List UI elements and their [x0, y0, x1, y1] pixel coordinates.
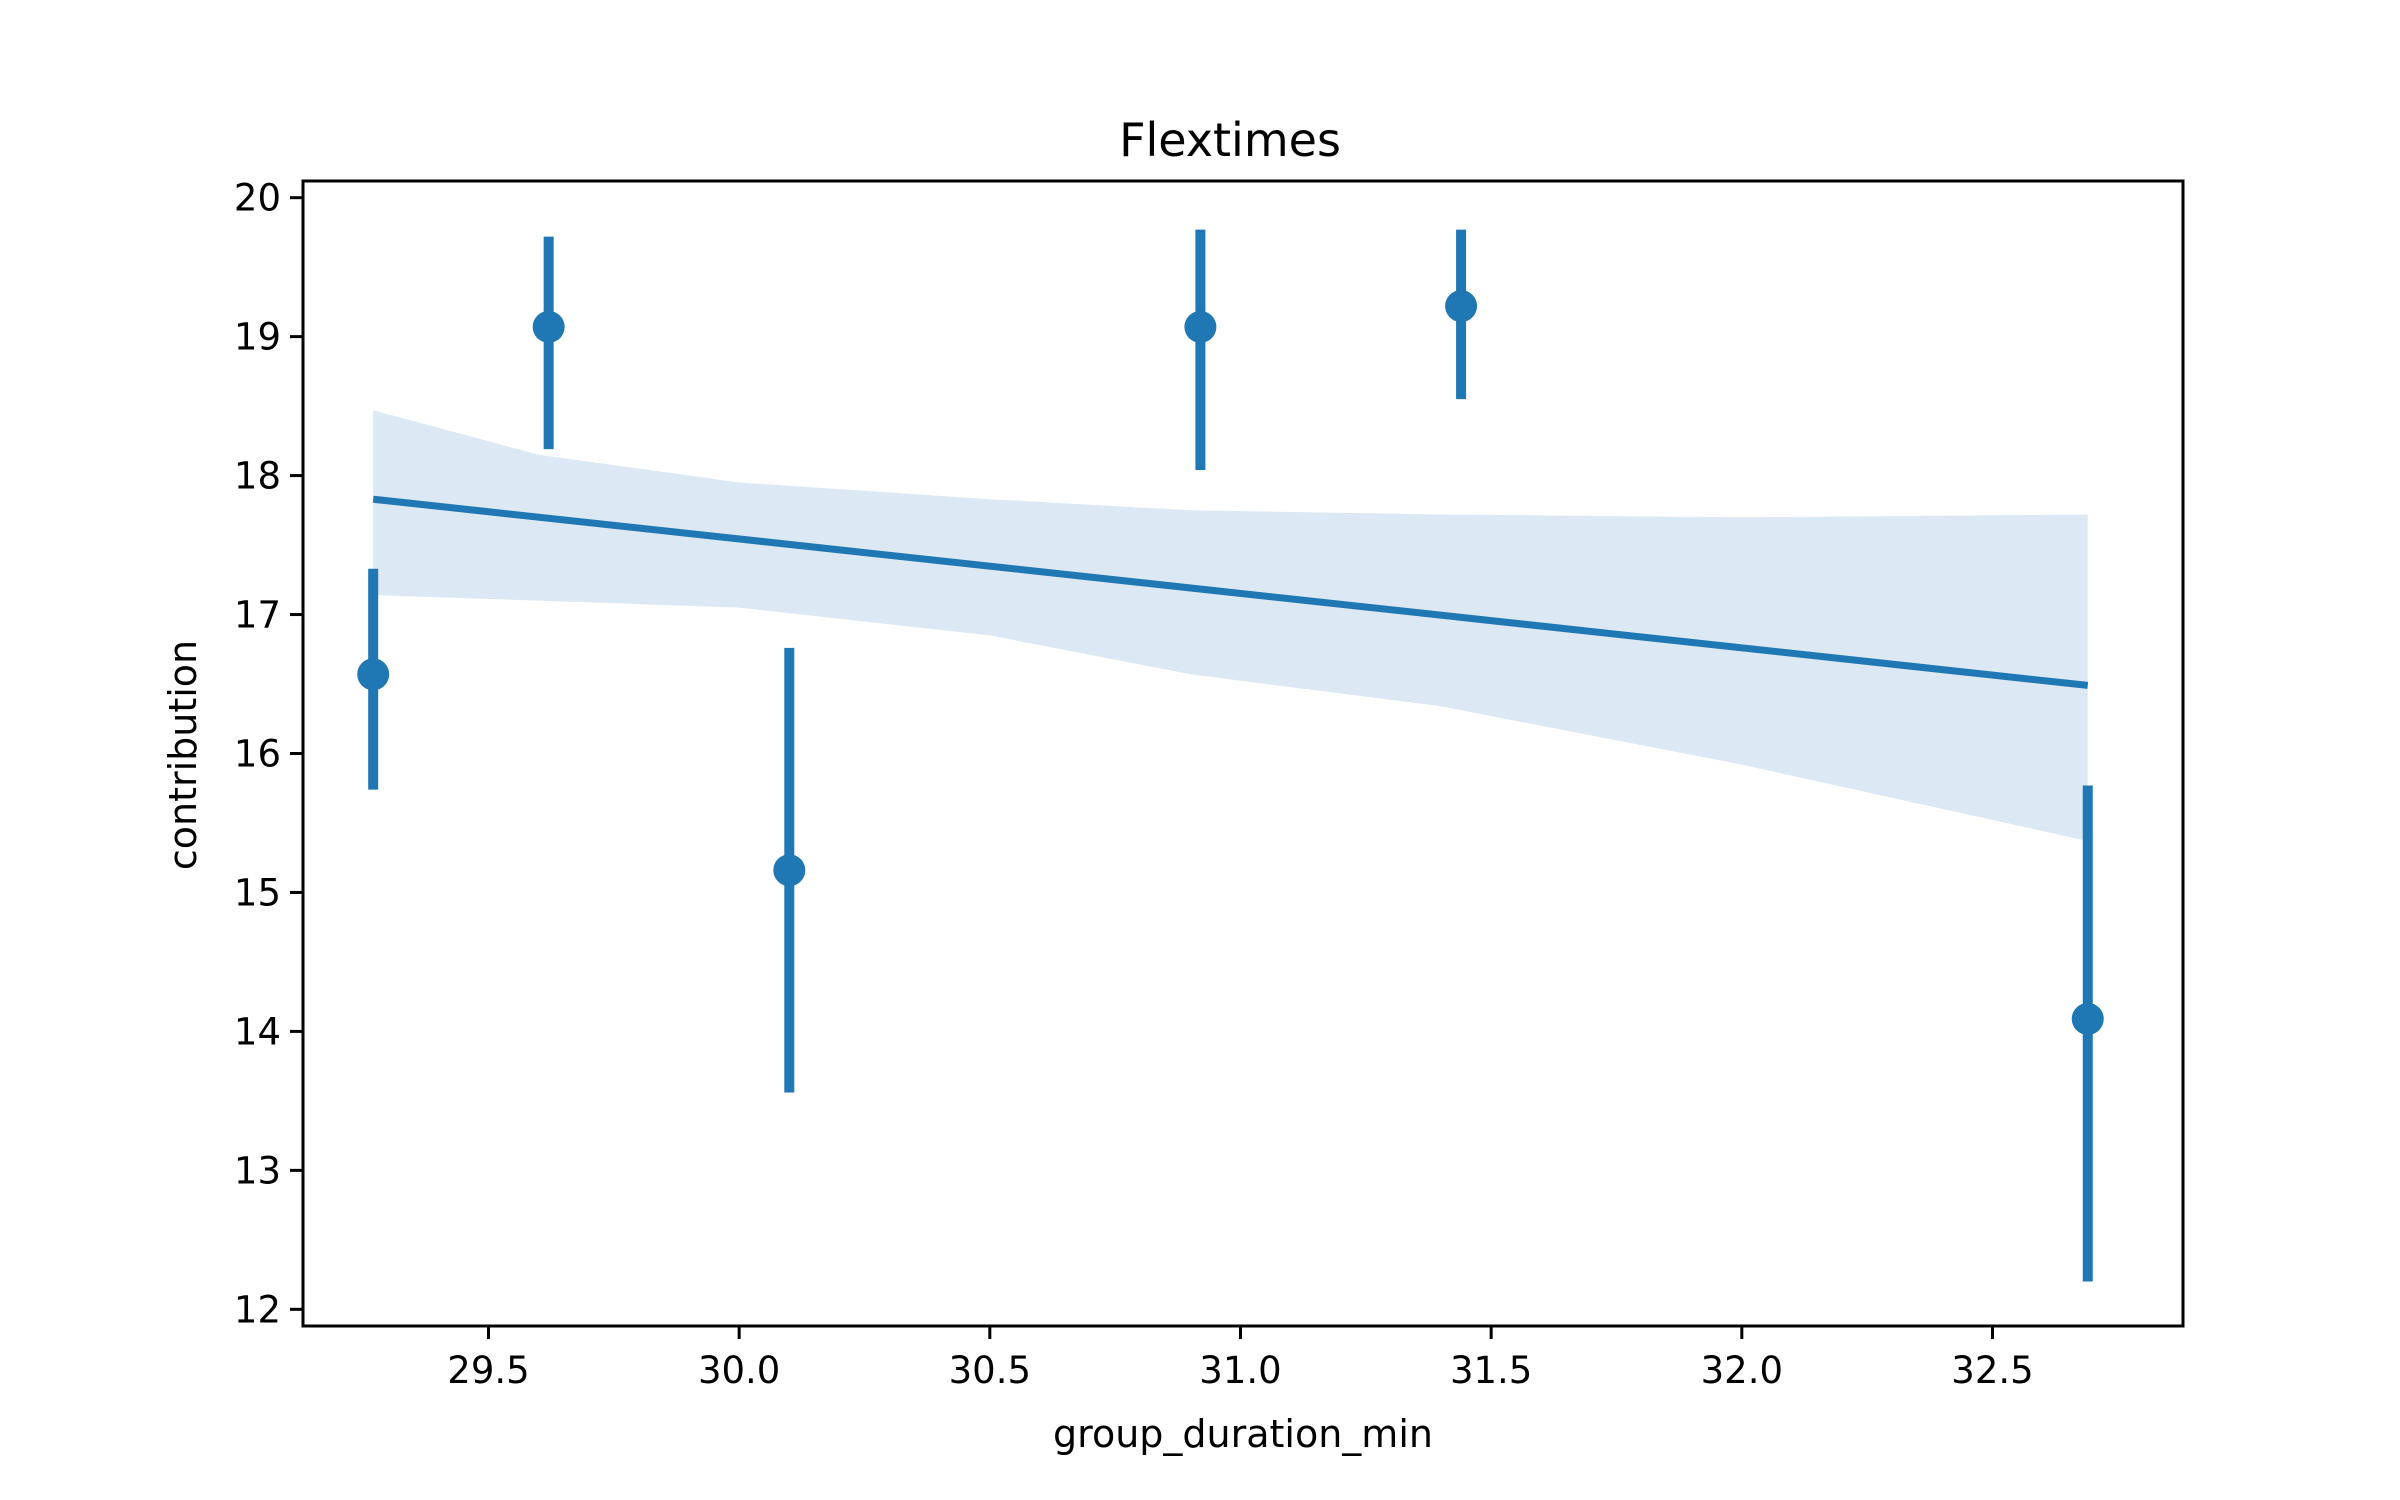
y-tick-label: 18 — [234, 455, 281, 498]
x-tick-label: 29.5 — [447, 1349, 529, 1392]
y-axis-label: contribution — [161, 640, 205, 870]
y-tick-label: 19 — [234, 316, 281, 359]
x-tick-label: 31.5 — [1450, 1349, 1532, 1392]
y-axis: 12 13 14 15 16 17 18 19 20 — [234, 177, 303, 1331]
x-tick-label: 30.5 — [949, 1349, 1031, 1392]
y-tick-label: 20 — [234, 177, 281, 220]
data-point-6 — [2071, 1002, 2104, 1035]
y-tick-label: 16 — [234, 733, 281, 776]
chart-title: Flextimes — [1119, 113, 1341, 167]
x-tick-label: 32.5 — [1951, 1349, 2033, 1392]
x-tick-label: 31.0 — [1199, 1349, 1281, 1392]
plot-area — [357, 229, 2104, 1282]
x-axis-label: group_duration_min — [1053, 1412, 1433, 1456]
y-tick-label: 15 — [234, 871, 281, 914]
x-tick-label: 32.0 — [1701, 1349, 1783, 1392]
confidence-band — [373, 410, 2088, 841]
data-point-2 — [532, 310, 565, 343]
y-tick-label: 17 — [234, 594, 281, 637]
data-point-1 — [357, 658, 390, 691]
y-tick-label: 14 — [234, 1010, 281, 1053]
regression-line — [372, 495, 2089, 689]
data-point-5 — [1445, 290, 1478, 323]
y-tick-label: 12 — [234, 1288, 281, 1331]
x-axis: 29.5 30.0 30.5 31.0 31.5 32.0 32.5 — [447, 1326, 2034, 1392]
y-tick-label: 13 — [234, 1149, 281, 1192]
data-point-4 — [1184, 310, 1217, 343]
data-point-3 — [773, 854, 806, 887]
x-tick-label: 30.0 — [698, 1349, 780, 1392]
